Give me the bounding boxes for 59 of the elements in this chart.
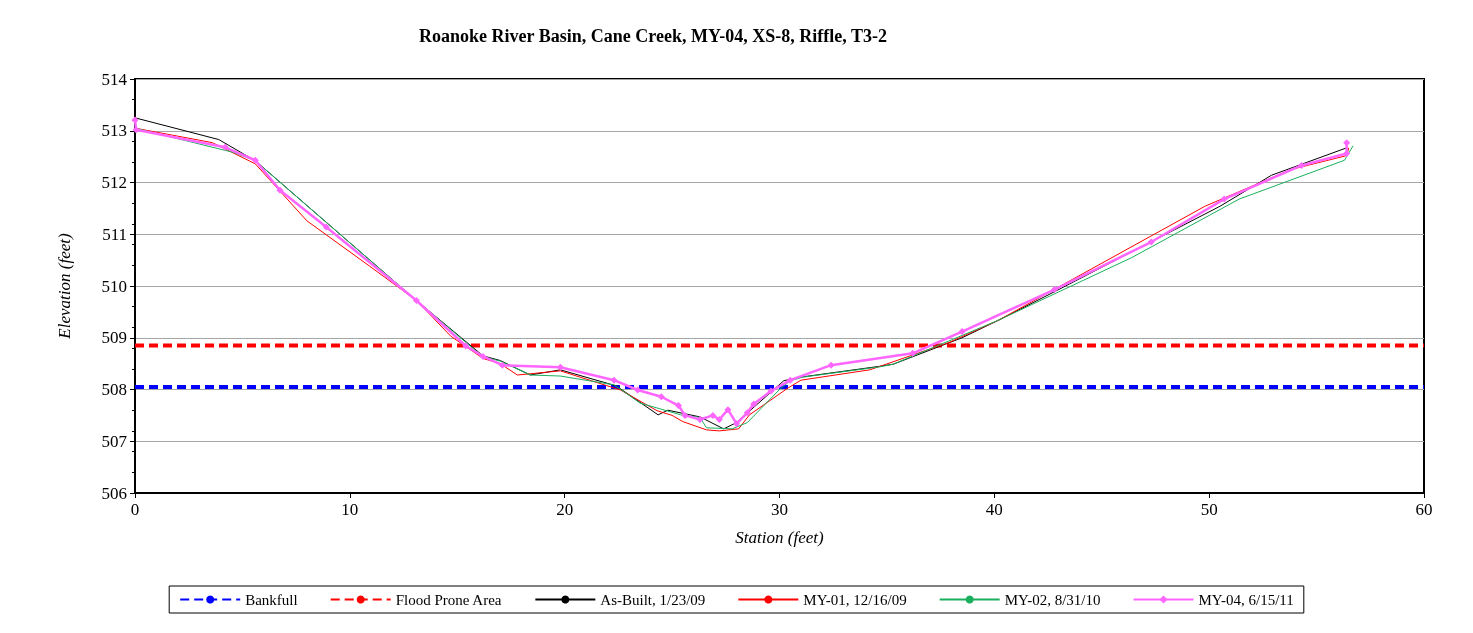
x-axis-title: Station (feet) — [735, 528, 824, 547]
point — [724, 406, 732, 414]
point — [132, 126, 140, 134]
point — [827, 361, 835, 369]
legend-label: MY-04, 6/15/11 — [1198, 591, 1294, 608]
point — [657, 393, 665, 401]
point — [412, 296, 420, 304]
x-tick-label: 10 — [341, 500, 359, 519]
legend-label: Bankfull — [245, 591, 298, 608]
y-tick-label: 508 — [101, 380, 127, 399]
y-tick-label: 507 — [101, 431, 128, 451]
y-tick-label: 510 — [101, 276, 127, 296]
point — [1220, 195, 1228, 203]
legend-label: Flood Prone Area — [395, 591, 502, 608]
x-tick-label: 40 — [985, 500, 1003, 519]
point — [498, 361, 506, 369]
point — [909, 349, 917, 357]
point — [681, 411, 689, 419]
point — [1050, 286, 1058, 294]
x-tick-label: 50 — [1200, 500, 1218, 519]
point — [750, 400, 758, 408]
point — [1343, 139, 1351, 147]
y-tick-label: 512 — [101, 173, 127, 192]
point — [251, 156, 259, 164]
point — [1298, 161, 1306, 169]
chart-title: Roanoke River Basin, Cane Creek, MY-04, XS-8, Riffle, T3-2 — [419, 26, 887, 46]
point — [462, 342, 470, 350]
point — [709, 411, 717, 419]
point — [675, 402, 683, 410]
y-tick-label: 511 — [102, 224, 127, 244]
legend-label: MY-01, 12/16/09 — [803, 591, 907, 608]
point — [786, 376, 794, 384]
point — [322, 223, 330, 231]
point — [634, 386, 642, 394]
x-tick-label: 0 — [130, 500, 140, 519]
point — [733, 420, 741, 428]
y-tick-label: 513 — [101, 121, 127, 141]
point — [556, 363, 564, 371]
point — [1147, 238, 1155, 246]
point — [479, 352, 487, 360]
point — [610, 376, 618, 384]
x-tick-label: 20 — [556, 500, 574, 519]
point — [743, 409, 751, 417]
x-tick-label: 30 — [771, 500, 788, 519]
point — [221, 143, 229, 151]
point — [767, 387, 775, 395]
x-tick-label: 60 — [1415, 500, 1433, 519]
point — [715, 416, 723, 424]
legend-label: As-Built, 1/23/09 — [600, 591, 706, 608]
y-axis-title: Elevation (feet) — [55, 233, 74, 340]
point — [276, 186, 284, 194]
point — [131, 116, 139, 124]
y-tick-label: 506 — [101, 483, 127, 503]
point — [696, 416, 704, 424]
point — [1343, 150, 1351, 158]
legend-label: MY-02, 8/31/10 — [1004, 591, 1101, 608]
y-tick-label: 509 — [101, 328, 127, 348]
point — [958, 328, 966, 336]
y-tick-label: 514 — [101, 69, 128, 89]
